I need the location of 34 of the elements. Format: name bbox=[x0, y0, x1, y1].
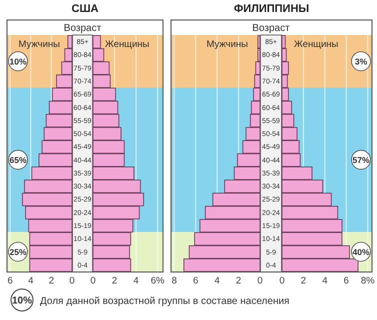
band-label: 3% bbox=[354, 56, 368, 66]
x-tick-label: 2 bbox=[300, 276, 306, 287]
text: 10% bbox=[12, 296, 32, 306]
x-tick-label: 4 bbox=[28, 276, 34, 287]
x-tick-label: 2 bbox=[236, 276, 242, 287]
band-label: 65% bbox=[9, 154, 27, 165]
y-axis-title: Возраст bbox=[64, 23, 102, 34]
series-label: Мужчины bbox=[18, 39, 60, 50]
band-label: 10% bbox=[9, 56, 27, 66]
x-tick-label: 4 bbox=[214, 276, 220, 287]
band-label: 40% bbox=[352, 246, 370, 257]
chart-title: США bbox=[72, 3, 99, 15]
series-label: Женщины bbox=[105, 39, 150, 50]
x-tick-label: 6 bbox=[193, 276, 198, 287]
y-axis-title: Возраст bbox=[252, 23, 290, 34]
x-tick-label: 6% bbox=[150, 276, 166, 287]
text: Доля данной возрастной группы в составе населения bbox=[40, 296, 290, 307]
series-label: Женщины bbox=[294, 39, 339, 50]
x-tick-label: 2 bbox=[48, 276, 54, 287]
x-tick-label: 4 bbox=[133, 276, 139, 287]
x-tick-label: 8 bbox=[172, 276, 177, 287]
x-tick-label: 8% bbox=[360, 276, 376, 287]
x-tick-label: 0 bbox=[257, 276, 263, 287]
x-tick-label: 2 bbox=[112, 276, 118, 287]
x-tick-label: 6 bbox=[7, 276, 13, 287]
x-tick-label: 0 bbox=[279, 276, 285, 287]
band-label: 25% bbox=[9, 246, 27, 257]
x-tick-label: 0 bbox=[90, 276, 96, 287]
band-label: 57% bbox=[352, 154, 370, 165]
x-tick-label: 4 bbox=[322, 276, 328, 287]
x-tick-label: 0 bbox=[69, 276, 75, 287]
x-tick-label: 6 bbox=[344, 276, 349, 287]
chart-title: ФИЛИППИНЫ bbox=[234, 3, 310, 15]
series-label: Мужчины bbox=[206, 39, 248, 50]
